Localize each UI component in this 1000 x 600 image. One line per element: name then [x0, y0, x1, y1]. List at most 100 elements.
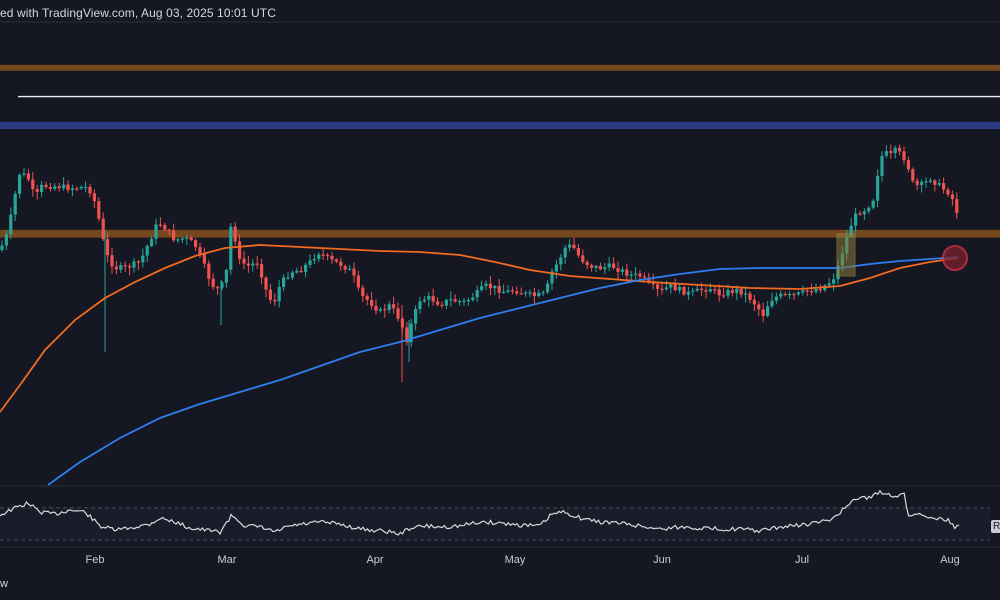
candle-body [119, 265, 123, 270]
candle-body [141, 255, 145, 263]
candle-body [110, 255, 114, 267]
candle [79, 185, 83, 190]
candle-body [101, 218, 105, 240]
candle-body [282, 277, 286, 287]
candle-body [598, 265, 602, 270]
candle [858, 210, 862, 216]
candle [422, 296, 426, 304]
candle-body [752, 299, 756, 305]
candle-body [801, 290, 805, 293]
zone-blue-support [0, 121, 1000, 129]
candle [603, 263, 607, 275]
candle-body [198, 247, 202, 255]
candle-body [955, 199, 959, 213]
candle-body [123, 265, 127, 267]
candle [172, 223, 176, 243]
candle [158, 217, 162, 228]
candle-body [911, 169, 915, 181]
candle-body [620, 269, 624, 272]
candle-body [497, 285, 501, 293]
candle [779, 290, 783, 300]
candle-body [268, 289, 272, 300]
candle-body [924, 181, 928, 183]
candle-body [664, 287, 668, 290]
candle-body [216, 287, 220, 289]
candle-body [128, 266, 132, 268]
candle [924, 177, 928, 188]
zones-layer [0, 64, 1000, 238]
candle-body [862, 211, 866, 215]
candle-body [356, 275, 360, 288]
candle-body [849, 225, 853, 237]
candle-body [458, 301, 462, 303]
candle [414, 305, 418, 331]
candle-body [902, 151, 906, 161]
candle [906, 156, 910, 173]
candle [326, 252, 330, 261]
x-tick-label-jul: Jul [795, 554, 809, 566]
candle [581, 249, 585, 265]
candle [66, 180, 70, 193]
candle [946, 187, 950, 197]
candle [453, 294, 457, 303]
candle-body [519, 293, 523, 295]
candle [141, 248, 145, 268]
moving-averages-layer [0, 244, 959, 486]
candle [9, 207, 13, 240]
candle [955, 192, 959, 219]
candle [818, 284, 822, 293]
candle-body [515, 291, 519, 294]
candle [546, 280, 550, 294]
candle [559, 253, 563, 271]
candle-body [180, 238, 184, 240]
candle-body [264, 277, 268, 290]
candle-body [84, 186, 88, 189]
candle-body [75, 188, 79, 190]
candle [233, 221, 237, 246]
candle [92, 189, 96, 209]
candle-body [612, 263, 616, 269]
candle [330, 252, 334, 264]
candle-body [40, 184, 44, 192]
candle [889, 144, 893, 159]
candle-body [361, 287, 365, 297]
candle [502, 284, 506, 294]
candles-layer [0, 144, 959, 382]
candle-body [273, 299, 277, 302]
candle-body [906, 160, 910, 170]
candle [541, 290, 545, 297]
candle [427, 292, 431, 308]
candle [774, 292, 778, 305]
candle-body [150, 238, 154, 246]
candle [0, 240, 4, 252]
candle-body [405, 327, 409, 343]
x-tick-label-mar: Mar [218, 554, 237, 566]
candle-body [334, 259, 338, 262]
candle [686, 286, 690, 300]
candle-body [488, 283, 492, 289]
candle-body [31, 179, 35, 190]
candle-body [136, 261, 140, 263]
candle-body [207, 263, 211, 279]
candle-body [295, 270, 299, 273]
candle [497, 279, 501, 299]
candle [110, 247, 114, 274]
candle [475, 285, 479, 302]
candle [854, 208, 858, 234]
candle-body [871, 200, 875, 208]
candle [370, 292, 374, 310]
chart-header-text: ed with TradingView.com, Aug 03, 2025 10… [0, 6, 276, 20]
candle [216, 285, 220, 295]
candle [950, 190, 954, 206]
candle-body [339, 261, 343, 266]
grid-layer [0, 21, 1000, 548]
candle-body [673, 284, 677, 291]
candle [519, 287, 523, 295]
candle [898, 144, 902, 156]
candle-body [625, 269, 629, 276]
candle-body [854, 213, 858, 226]
candle-body [106, 239, 110, 256]
candle-body [576, 248, 580, 256]
candle-body [928, 180, 932, 182]
